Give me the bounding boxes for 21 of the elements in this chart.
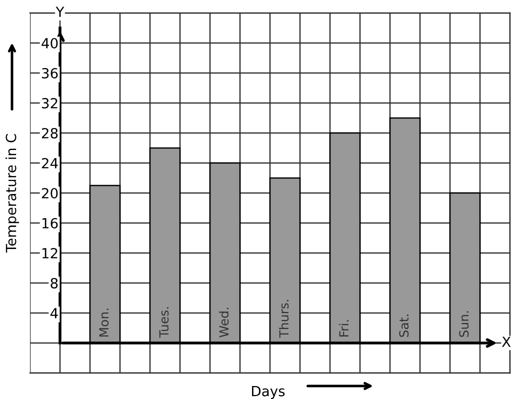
- y-tick-label: 32: [42, 98, 58, 108]
- x-tick-label: Sun.: [459, 311, 469, 337]
- y-tick-label: 12: [42, 248, 58, 258]
- y-tick-label: 40: [42, 38, 58, 48]
- x-tick-label: Fri.: [338, 320, 348, 337]
- y-axis-title: Temperature in C: [6, 134, 19, 253]
- x-tick-label: Tues.: [159, 307, 169, 338]
- x-tick-label: Mon.: [99, 308, 109, 337]
- y-tick-label: 24: [42, 158, 58, 168]
- y-tick-label: 36: [42, 68, 58, 78]
- y-tick-label: 20: [42, 188, 58, 198]
- x-tick-label: Thurs.: [278, 300, 289, 338]
- y-tick-label: 8: [50, 278, 58, 288]
- annotation: Y: [56, 6, 64, 17]
- y-tick-label: 4: [50, 308, 58, 318]
- x-axis-title: Days: [252, 386, 285, 399]
- annotation: X: [502, 336, 511, 347]
- x-tick-label: Sat.: [399, 314, 409, 337]
- y-tick-label: 16: [42, 218, 58, 228]
- y-tick-label: 28: [42, 128, 58, 138]
- x-tick-label: Wed.: [218, 308, 229, 338]
